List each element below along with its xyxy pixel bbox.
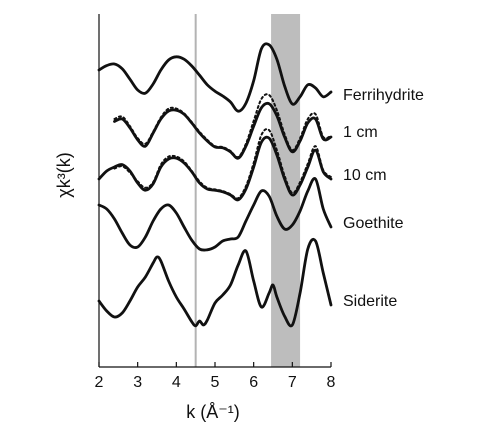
x-axis-title: k (Å⁻¹) [186, 402, 240, 422]
series-label-10-cm: 10 cm [343, 167, 387, 184]
x-tick-label: 6 [249, 374, 258, 391]
series-labels: Ferrihydrite 1 cm 10 cm Goethite Siderite [343, 87, 424, 310]
series-line-goethite [97, 177, 333, 252]
y-axis-title: χk³(k) [54, 152, 74, 197]
x-tick-label: 3 [133, 374, 142, 391]
series-line-10-cm-fit [113, 128, 332, 200]
x-tick-label: 7 [288, 374, 297, 391]
series-line-1-cm [113, 101, 333, 160]
x-tick-label: 4 [172, 374, 181, 391]
x-axis-ticks: 2 3 4 5 6 7 8 [95, 362, 336, 391]
x-tick-label: 5 [211, 374, 220, 391]
series-label-siderite: Siderite [343, 293, 397, 310]
x-tick-label: 2 [95, 374, 104, 391]
series-label-goethite: Goethite [343, 215, 404, 232]
series-line-1-cm-fit [113, 93, 332, 159]
x-tick-label: 8 [327, 374, 336, 391]
series-line-siderite [97, 237, 333, 328]
series-line-ferrihydrite [97, 42, 333, 113]
series-label-1-cm: 1 cm [343, 124, 378, 141]
series-layer [97, 42, 333, 328]
series-label-ferrihydrite: Ferrihydrite [343, 87, 424, 104]
